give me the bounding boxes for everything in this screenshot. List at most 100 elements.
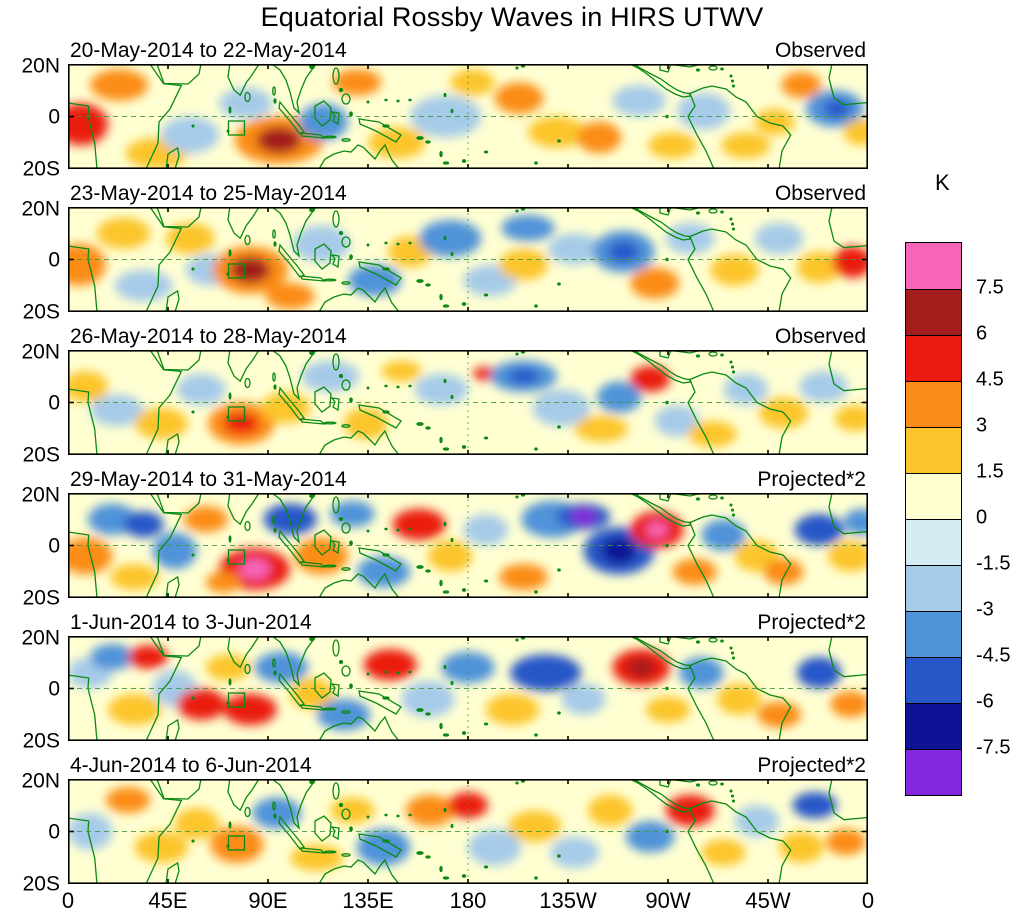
colorbar-tick-label: 0 <box>976 506 988 529</box>
colorbar-cell <box>906 473 961 519</box>
contour-map <box>68 779 868 884</box>
y-axis-label: 0 <box>48 534 60 557</box>
colorbar-tick-label: -6 <box>976 690 994 713</box>
colorbar-tick-label: 4.5 <box>976 368 1004 391</box>
panels-container: 20-May-2014 to 22-May-2014 Observed 20N 0 20… <box>21 36 868 895</box>
colorbar-cell <box>906 427 961 473</box>
roi-box <box>227 120 246 136</box>
panel: 4-Jun-2014 to 6-Jun-2014 Projected*2 20N 0 2… <box>21 751 868 895</box>
map-wrap: 20N 0 20S <box>21 771 868 895</box>
panel-run-label: Projected*2 <box>757 611 866 634</box>
roi-box <box>227 406 246 422</box>
x-axis: 0 45E 90E 135E 180 135W 90W 45W 0 <box>0 888 1024 920</box>
panel-run-label: Observed <box>774 182 866 205</box>
map-frame <box>68 350 868 455</box>
y-axis-label: 0 <box>48 105 60 128</box>
colorbar-tick-label: 1.5 <box>976 460 1004 483</box>
coastlines <box>68 350 868 455</box>
roi-box <box>227 263 246 279</box>
y-axis-label: 20S <box>22 872 60 896</box>
y-axis-label: 0 <box>48 391 60 414</box>
y-axis-label: 20N <box>21 340 60 364</box>
panel-run-label: Projected*2 <box>757 754 866 777</box>
roi-box <box>227 692 246 708</box>
panel-header: 29-May-2014 to 31-May-2014 Projected*2 <box>68 465 868 493</box>
anomaly-field <box>68 69 868 169</box>
panel-date-range: 20-May-2014 to 22-May-2014 <box>70 39 347 62</box>
anomaly-field <box>68 214 868 310</box>
coastlines <box>68 779 868 884</box>
colorbar-cell <box>906 243 961 289</box>
x-axis-label: 135E <box>342 888 394 913</box>
coastlines <box>68 493 868 598</box>
y-axis-label: 0 <box>48 677 60 700</box>
colorbar-tick-label: 6 <box>976 322 988 345</box>
panel: 20-May-2014 to 22-May-2014 Observed 20N 0 20… <box>21 36 868 180</box>
map-wrap: 20N 0 20S <box>21 628 868 752</box>
colorbar-cell <box>906 657 961 703</box>
anomaly-field <box>68 643 868 731</box>
map-frame <box>68 493 868 598</box>
colorbar-cell <box>906 565 961 611</box>
map-wrap: 20N 0 20S <box>21 199 868 323</box>
y-axis-label: 20N <box>21 197 60 221</box>
x-axis-label: 135W <box>539 888 597 913</box>
y-axis-label: 20N <box>21 483 60 507</box>
panel-date-range: 4-Jun-2014 to 6-Jun-2014 <box>70 754 312 777</box>
y-axis-label: 20S <box>22 729 60 753</box>
colorbar-tick-label: -1.5 <box>976 552 1011 575</box>
colorbar-cell <box>906 289 961 335</box>
panel-header: 26-May-2014 to 28-May-2014 Observed <box>68 322 868 350</box>
x-axis-label: 90E <box>248 888 288 913</box>
colorbar-unit-label: K <box>935 170 950 195</box>
map-frame <box>68 779 868 884</box>
x-axis-label: 45E <box>148 888 188 913</box>
contour-map <box>68 64 868 169</box>
map-wrap: 20N 0 20S <box>21 56 868 180</box>
contour-map <box>68 636 868 741</box>
panel-date-range: 1-Jun-2014 to 3-Jun-2014 <box>70 611 312 634</box>
map-wrap: 20N 0 20S <box>21 485 868 609</box>
panel-date-range: 26-May-2014 to 28-May-2014 <box>70 325 347 348</box>
x-axis-label: 180 <box>449 888 487 913</box>
contour-map <box>68 493 868 598</box>
panel-header: 23-May-2014 to 25-May-2014 Observed <box>68 179 868 207</box>
panel-run-label: Observed <box>774 39 866 62</box>
panel: 29-May-2014 to 31-May-2014 Projected*2 20N… <box>21 465 868 609</box>
colorbar-tick-label: -4.5 <box>976 644 1011 667</box>
colorbar-cell <box>906 381 961 427</box>
y-axis-label: 0 <box>48 248 60 271</box>
panel-run-label: Projected*2 <box>757 468 866 491</box>
colorbar-cell <box>906 611 961 657</box>
colorbar-tick-label: 3 <box>976 414 988 437</box>
panel-header: 4-Jun-2014 to 6-Jun-2014 Projected*2 <box>68 751 868 779</box>
colorbar-tick-label: -7.5 <box>976 736 1011 759</box>
panel: 23-May-2014 to 25-May-2014 Observed 20N 0 20… <box>21 179 868 323</box>
map-frame <box>68 207 868 312</box>
y-axis-label: 20N <box>21 54 60 78</box>
colorbar-cell <box>906 335 961 381</box>
colorbar-cell <box>906 749 961 795</box>
y-axis-label: 20N <box>21 626 60 650</box>
chart-title: Equatorial Rossby Waves in HIRS UTWV <box>260 2 764 32</box>
contour-map <box>68 350 868 455</box>
panel: 1-Jun-2014 to 3-Jun-2014 Projected*2 20N 0 2… <box>21 608 868 752</box>
y-axis-label: 20S <box>22 586 60 610</box>
anomaly-field <box>68 360 868 448</box>
map-wrap: 20N 0 20S <box>21 342 868 466</box>
panel-date-range: 29-May-2014 to 31-May-2014 <box>70 468 347 491</box>
y-axis-label: 20S <box>22 157 60 181</box>
y-axis-label: 20N <box>21 769 60 793</box>
colorbar-tick-label: -3 <box>976 598 994 621</box>
panel-header: 20-May-2014 to 22-May-2014 Observed <box>68 36 868 64</box>
x-axis-label: 0 <box>61 888 75 913</box>
colorbar-tick-label: 7.5 <box>976 276 1004 299</box>
y-axis-label: 20S <box>22 300 60 324</box>
colorbar-cell <box>906 703 961 749</box>
roi-box <box>227 549 246 565</box>
colorbar-cells <box>905 242 962 796</box>
coastlines <box>68 64 868 169</box>
y-axis-label: 20S <box>22 443 60 467</box>
contour-map <box>68 207 868 312</box>
